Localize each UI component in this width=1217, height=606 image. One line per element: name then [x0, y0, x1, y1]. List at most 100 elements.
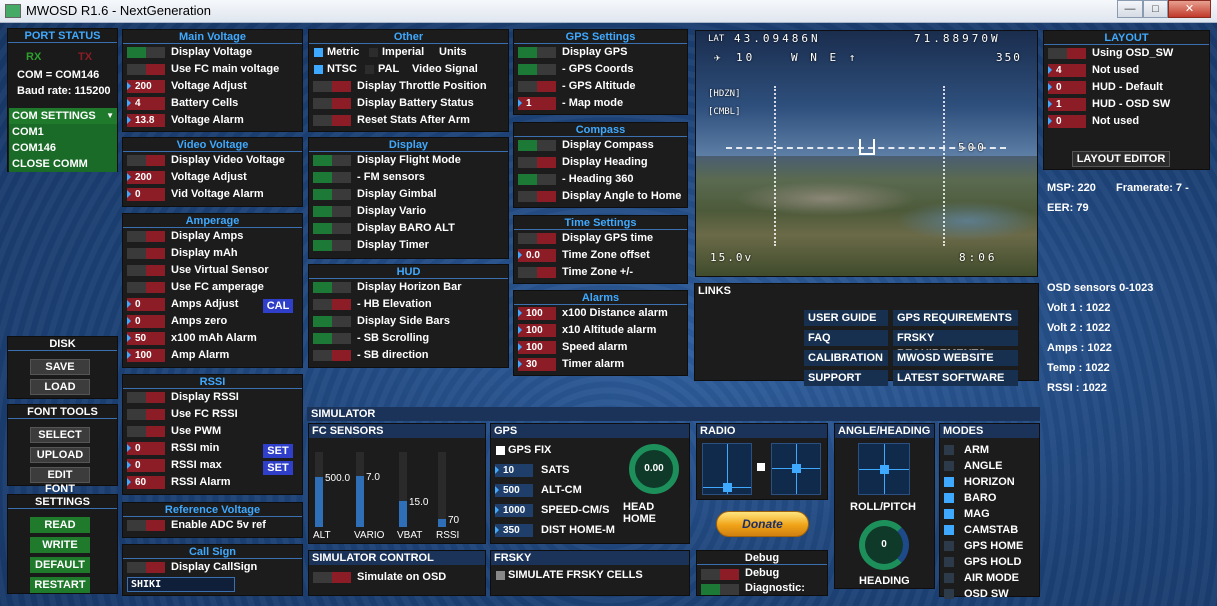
sb-direction-toggle[interactable]: [313, 350, 351, 361]
ntsc-radio[interactable]: [314, 65, 323, 74]
gps-requirements-link[interactable]: GPS REQUIREMENTS: [893, 310, 1018, 326]
x10-altitude-alarm-value[interactable]: 100: [518, 324, 556, 337]
display-heading-toggle[interactable]: [518, 157, 556, 168]
display-gps-toggle[interactable]: [518, 47, 556, 58]
gps-coords-toggle[interactable]: [518, 64, 556, 75]
com-option-com146[interactable]: COM146: [9, 140, 117, 156]
amp-alarm-value[interactable]: 100: [127, 349, 165, 362]
display-vario-toggle[interactable]: [313, 206, 351, 217]
display-mah-toggle[interactable]: [127, 248, 165, 259]
amps-cal-button[interactable]: CAL: [263, 299, 293, 313]
voltage-adjust-value[interactable]: 200: [127, 171, 165, 184]
amps-adjust-value[interactable]: 0: [127, 298, 165, 311]
display-angle-to-home-toggle[interactable]: [518, 191, 556, 202]
close-button[interactable]: ✕: [1168, 0, 1211, 18]
imperial-radio[interactable]: [369, 48, 378, 57]
not-used-value[interactable]: 0: [1048, 115, 1086, 128]
metric-radio[interactable]: [314, 48, 323, 57]
com-option-com1[interactable]: COM1: [9, 124, 117, 140]
gps-fix-checkbox[interactable]: [496, 445, 505, 455]
simulate-osd-toggle[interactable]: [313, 572, 351, 583]
hb-elevation-toggle[interactable]: [313, 299, 351, 310]
restart-button[interactable]: RESTART: [30, 577, 90, 593]
default-button[interactable]: DEFAULT: [30, 557, 90, 573]
roll-pitch-handle[interactable]: [880, 465, 889, 474]
time-zone-toggle[interactable]: [518, 267, 556, 278]
using-osd-sw-toggle[interactable]: [1048, 48, 1086, 59]
display-voltage-toggle[interactable]: [127, 47, 165, 58]
hud-default-value[interactable]: 0: [1048, 81, 1086, 94]
alt-cm-value[interactable]: 500: [495, 484, 533, 497]
select-font-button[interactable]: SELECT: [30, 427, 90, 443]
rssi-max-set-button[interactable]: SET: [263, 461, 293, 475]
display-horizon-bar-toggle[interactable]: [313, 282, 351, 293]
calibration-link[interactable]: CALIBRATION: [804, 350, 888, 366]
head-home-knob[interactable]: 0.00: [629, 444, 679, 494]
latest-software-link[interactable]: LATEST SOFTWARE: [893, 370, 1018, 386]
alt-slider[interactable]: [315, 452, 323, 527]
roll-pitch-pad[interactable]: [858, 443, 910, 495]
user-guide-link[interactable]: USER GUIDE: [804, 310, 888, 326]
rssi-slider[interactable]: [438, 452, 446, 527]
speed-cm-s-value[interactable]: 1000: [495, 504, 533, 517]
hud-osd-sw-value[interactable]: 1: [1048, 98, 1086, 111]
heading-360-toggle[interactable]: [518, 174, 556, 185]
gps-altitude-toggle[interactable]: [518, 81, 556, 92]
diagnostic-toggle[interactable]: [701, 584, 739, 595]
enable-adc-5v-ref-toggle[interactable]: [127, 520, 165, 531]
save-button[interactable]: SAVE: [30, 359, 90, 375]
x100-distance-alarm-value[interactable]: 100: [518, 307, 556, 320]
display-side-bars-toggle[interactable]: [313, 316, 351, 327]
minimize-button[interactable]: —: [1117, 0, 1143, 18]
close-comm-button[interactable]: CLOSE COMM: [9, 156, 117, 172]
vbat-slider[interactable]: [399, 452, 407, 527]
write-button[interactable]: WRITE: [30, 537, 90, 553]
right-stick-handle[interactable]: [792, 464, 801, 473]
mwosd-website-link[interactable]: MWOSD WEBSITE: [893, 350, 1018, 366]
load-button[interactable]: LOAD: [30, 379, 90, 395]
edit-font-button[interactable]: EDIT FONT: [30, 467, 90, 495]
dist-home-m-value[interactable]: 350: [495, 524, 533, 537]
not-used-value[interactable]: 4: [1048, 64, 1086, 77]
rssi-alarm-value[interactable]: 60: [127, 476, 165, 489]
upload-font-button[interactable]: UPLOAD: [30, 447, 90, 463]
timer-alarm-value[interactable]: 30: [518, 358, 556, 371]
maximize-button[interactable]: □: [1143, 0, 1168, 18]
sb-scrolling-toggle[interactable]: [313, 333, 351, 344]
display-timer-toggle[interactable]: [313, 240, 351, 251]
use-fc-main-voltage-toggle[interactable]: [127, 64, 165, 75]
sats-value[interactable]: 10: [495, 464, 533, 477]
display-flight-mode-toggle[interactable]: [313, 155, 351, 166]
display-battery-status-toggle[interactable]: [313, 98, 351, 109]
reset-stats-after-arm-toggle[interactable]: [313, 115, 351, 126]
use-pwm-toggle[interactable]: [127, 426, 165, 437]
use-fc-amperage-toggle[interactable]: [127, 282, 165, 293]
display-gps-time-toggle[interactable]: [518, 233, 556, 244]
display-compass-toggle[interactable]: [518, 140, 556, 151]
time-zone-offset-value[interactable]: 0.0: [518, 249, 556, 262]
debug-toggle[interactable]: [701, 569, 739, 580]
rssi-max-value[interactable]: 0: [127, 459, 165, 472]
use-fc-rssi-toggle[interactable]: [127, 409, 165, 420]
com-settings-dropdown[interactable]: COM SETTINGS ▼: [9, 108, 117, 124]
support-link[interactable]: SUPPORT: [804, 370, 888, 386]
pal-radio[interactable]: [365, 65, 374, 74]
map-mode-value[interactable]: 1: [518, 97, 556, 110]
donate-button[interactable]: Donate: [716, 511, 809, 537]
rssi-min-set-button[interactable]: SET: [263, 444, 293, 458]
display-video-voltage-toggle[interactable]: [127, 155, 165, 166]
read-button[interactable]: READ: [30, 517, 90, 533]
right-stick-pad[interactable]: [771, 443, 821, 495]
speed-alarm-value[interactable]: 100: [518, 341, 556, 354]
voltage-alarm-value[interactable]: 13.8: [127, 114, 165, 127]
left-stick-handle[interactable]: [723, 483, 732, 492]
rssi-min-value[interactable]: 0: [127, 442, 165, 455]
use-virtual-sensor-toggle[interactable]: [127, 265, 165, 276]
display-amps-toggle[interactable]: [127, 231, 165, 242]
x100-mah-alarm-value[interactable]: 50: [127, 332, 165, 345]
vid-voltage-alarm-value[interactable]: 0: [127, 188, 165, 201]
vario-slider[interactable]: [356, 452, 364, 527]
frsky-checkbox[interactable]: [496, 570, 505, 580]
display-gimbal-toggle[interactable]: [313, 189, 351, 200]
battery-cells-value[interactable]: 4: [127, 97, 165, 110]
